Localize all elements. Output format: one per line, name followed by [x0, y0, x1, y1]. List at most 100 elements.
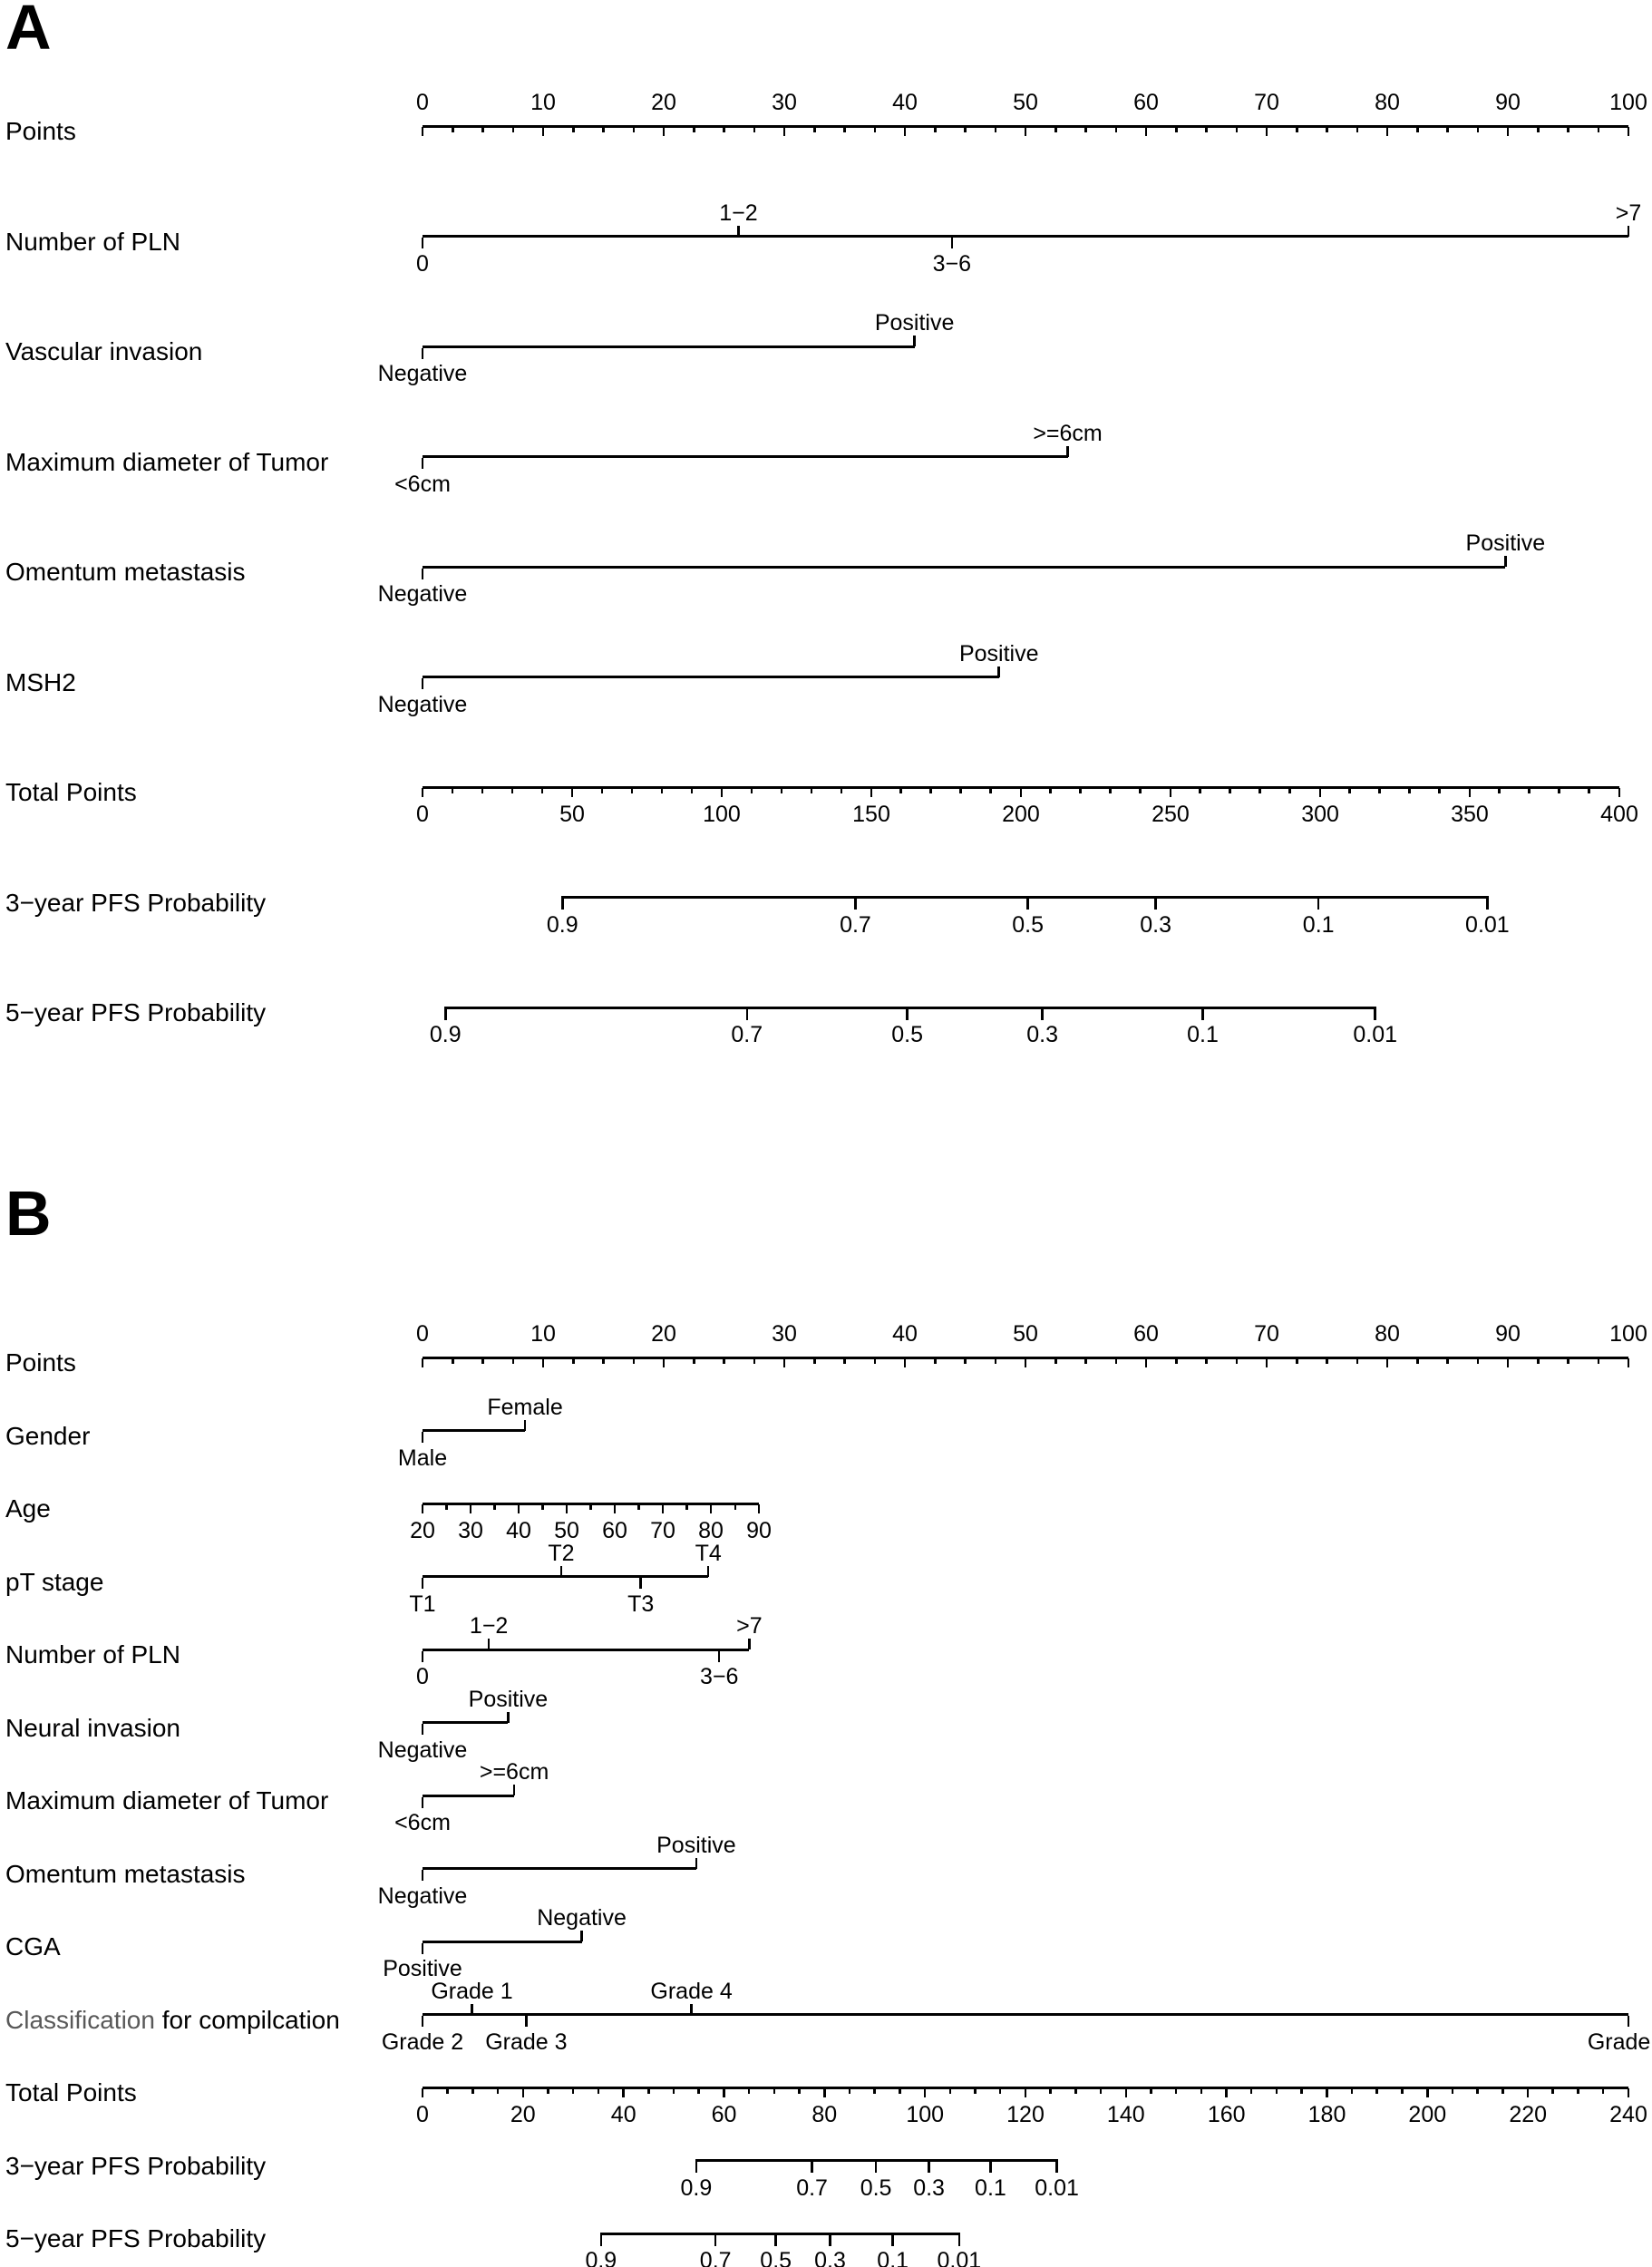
tick-label: 240: [1609, 2102, 1647, 2127]
tick-label: Grade 3: [485, 2029, 568, 2055]
axis-tick-minor: [1476, 2088, 1479, 2094]
tick-label: 40: [892, 1321, 918, 1347]
axis-tick: [748, 1639, 751, 1649]
axis-tick-major: [421, 788, 424, 797]
tick-label: 0.7: [840, 911, 871, 938]
tick-label: 40: [610, 2102, 637, 2127]
axis-tick-minor: [1498, 788, 1501, 793]
row-label: Vascular invasion: [5, 337, 203, 365]
axis-tick-minor: [974, 2088, 977, 2094]
tick-label: >=6cm: [1033, 420, 1103, 446]
axis-tick-minor: [1326, 127, 1328, 132]
tick-label: 0.9: [546, 911, 578, 938]
axis-tick: [487, 1639, 491, 1649]
axis-tick-minor: [964, 1358, 967, 1364]
axis-tick-minor: [1049, 788, 1052, 793]
axis-tick-minor: [632, 1358, 635, 1364]
tick-label: 0.3: [913, 2175, 945, 2201]
axis-tick-minor: [773, 2088, 776, 2094]
tick-label: 50: [554, 1518, 579, 1543]
axis-tick-major: [541, 127, 545, 136]
axis-tick-minor: [571, 2088, 575, 2094]
tick-label: 100: [906, 2102, 945, 2127]
tick-label: 160: [1207, 2102, 1246, 2127]
axis-tick-major: [1426, 2088, 1429, 2097]
tick-label: 0.01: [1353, 1022, 1398, 1047]
axis-tick: [421, 238, 424, 248]
axis-tick-minor: [1229, 788, 1231, 793]
axis-tick-minor: [1199, 788, 1201, 793]
tick-label: Positive: [1465, 530, 1546, 556]
axis-tick-minor: [1114, 1358, 1117, 1364]
axis-tick-minor: [1401, 2088, 1404, 2094]
row-label: 5−year PFS Probability: [5, 998, 267, 1026]
tick-label: 120: [1006, 2102, 1045, 2127]
tick-label: Positive: [656, 1832, 736, 1858]
axis-tick: [928, 2162, 930, 2173]
tick-label: Negative: [377, 691, 468, 717]
axis-tick-minor: [572, 1358, 575, 1364]
axis-line: [423, 1648, 750, 1651]
axis-tick: [471, 2003, 473, 2015]
row-label: Age: [5, 1494, 51, 1523]
tick-label: 0.9: [585, 2248, 617, 2267]
axis-tick: [421, 1724, 424, 1735]
tick-label: 0.7: [699, 2248, 732, 2267]
axis-tick: [421, 1870, 424, 1881]
axis-tick-minor: [1537, 127, 1540, 132]
tick-label: 60: [711, 2102, 737, 2127]
axis-tick-major: [903, 127, 907, 136]
axis-tick: [1374, 1008, 1376, 1020]
axis-tick-minor: [1099, 2088, 1103, 2094]
axis-tick-major: [662, 1358, 666, 1367]
axis-tick-minor: [481, 1358, 484, 1364]
row-label: Maximum diameter of Tumor: [5, 1786, 329, 1815]
axis-tick-minor: [630, 788, 634, 793]
axis-tick-major: [421, 1358, 424, 1367]
axis-tick-major: [421, 2088, 424, 2097]
tick-label: 30: [458, 1518, 483, 1543]
axis-tick: [1154, 899, 1157, 910]
tick-label: 3−6: [932, 250, 972, 277]
axis-tick-minor: [753, 1358, 755, 1364]
tick-label: 70: [650, 1518, 675, 1543]
axis-tick: [714, 2234, 717, 2246]
axis-tick-minor: [1296, 127, 1298, 132]
row-label: Number of PLN: [5, 1640, 180, 1669]
axis-tick-minor: [1205, 127, 1208, 132]
axis-tick-minor: [690, 788, 694, 793]
axis-tick-major: [1506, 1358, 1510, 1367]
axis-tick-minor: [1476, 1358, 1479, 1364]
axis-tick: [444, 1008, 447, 1020]
row-label: Maximum diameter of Tumor: [5, 447, 329, 476]
tick-label: 80: [698, 1518, 724, 1543]
axis-line: [423, 124, 1628, 128]
axis-tick-major: [1124, 2088, 1128, 2097]
axis-tick-minor: [637, 1504, 640, 1510]
tick-label: Negative: [377, 581, 468, 607]
tick-label: 0: [416, 802, 429, 827]
axis-tick-major: [720, 788, 724, 797]
axis-tick-major: [1024, 127, 1027, 136]
axis-tick-minor: [685, 1504, 688, 1510]
axis-tick: [913, 336, 916, 346]
axis-line: [423, 1575, 709, 1578]
axis-tick-major: [521, 2088, 525, 2097]
axis-tick-minor: [660, 788, 664, 793]
tick-label: 100: [1609, 1321, 1647, 1347]
tick-label: T4: [695, 1540, 722, 1566]
tick-label: 0.3: [1026, 1022, 1058, 1047]
axis-tick-minor: [1084, 127, 1087, 132]
axis-tick-major: [517, 1504, 520, 1513]
row-label: Gender: [5, 1421, 91, 1450]
tick-label: 350: [1451, 802, 1489, 827]
axis-tick: [811, 2162, 813, 2173]
axis-tick: [421, 568, 424, 579]
axis-tick-minor: [693, 127, 695, 132]
axis-tick-minor: [964, 127, 967, 132]
axis-tick-minor: [1084, 1358, 1087, 1364]
panel-a-letter: A: [5, 0, 52, 63]
axis-tick-minor: [1378, 788, 1381, 793]
axis-tick: [559, 1565, 563, 1577]
tick-label: Male: [397, 1445, 448, 1471]
